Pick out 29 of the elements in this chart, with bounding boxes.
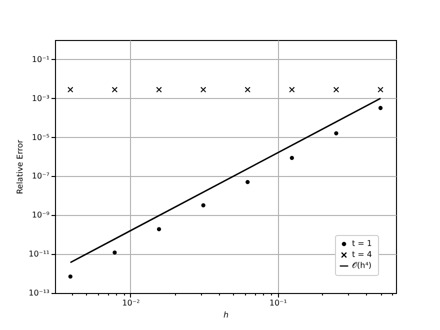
legend-label: 𝒪(h⁴)	[352, 261, 372, 270]
point	[156, 86, 162, 93]
point	[378, 106, 383, 110]
point	[378, 86, 384, 93]
point	[68, 274, 72, 279]
point	[289, 86, 295, 93]
point	[333, 86, 340, 93]
x-axis-title: h	[223, 310, 229, 320]
point	[246, 180, 250, 184]
y-tick-label: 10⁻⁷	[32, 172, 50, 181]
legend-label: t = 1	[352, 239, 372, 248]
point	[112, 250, 117, 255]
y-tick-label: 10⁻¹	[32, 54, 50, 64]
legend-label: t = 4	[352, 250, 372, 259]
point	[244, 86, 251, 93]
point	[156, 227, 162, 232]
point	[68, 86, 74, 93]
y-axis-title: Relative Error	[16, 139, 25, 194]
y-tick-label: 10⁻¹³	[28, 288, 50, 298]
y-tick-label: 10⁻¹¹	[28, 250, 50, 259]
point	[290, 156, 294, 160]
point	[334, 131, 338, 136]
point	[112, 86, 118, 93]
y-tick-label: 10⁻⁹	[32, 210, 50, 220]
point	[200, 86, 206, 93]
point	[201, 203, 206, 208]
y-tick-label: 10⁻³	[32, 94, 50, 103]
x-tick-label: 10⁻²	[122, 298, 140, 308]
y-tick-label: 10⁻⁵	[32, 132, 50, 142]
